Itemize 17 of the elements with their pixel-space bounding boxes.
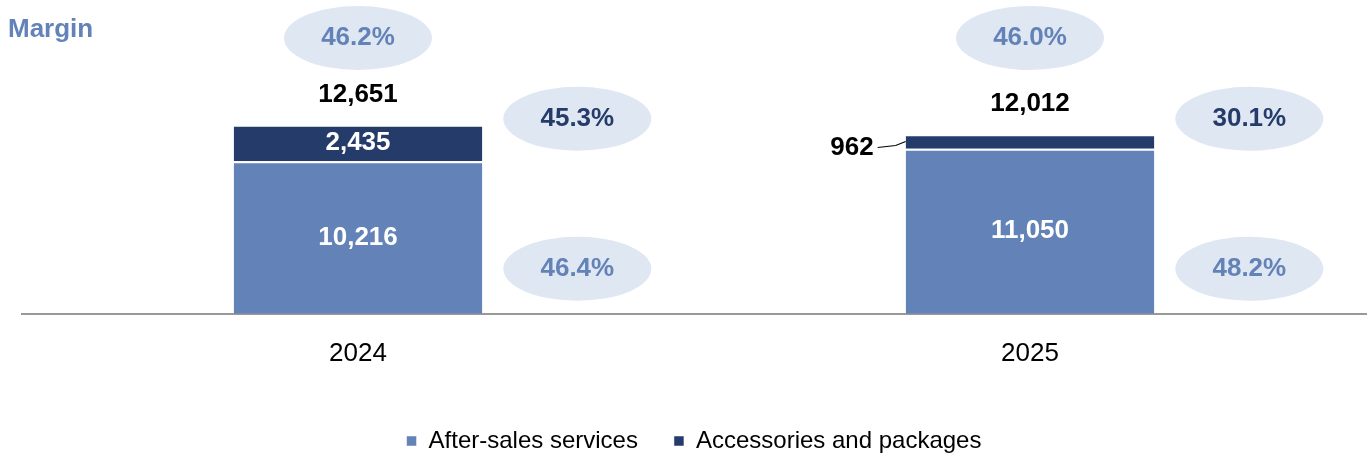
text: 46.2% [321,21,395,52]
chart-title: Margin [8,13,94,44]
legend-label: After-sales services [428,425,638,453]
data-label: 10,216 [318,220,398,251]
total-label: 12,651 [318,77,398,108]
text: 46.0% [993,21,1067,52]
annotation: 46.4% [540,251,615,282]
data-label: 962 [830,130,874,161]
legend-label: Accessories and packages [695,425,982,453]
annotation: 48.2% [1212,251,1287,282]
x-tick-label: 2025 [1001,336,1059,367]
total-label: 12,012 [990,87,1070,118]
data-label: 2,435 [325,126,391,157]
x-tick-label: 2024 [329,336,387,367]
annotation: 30.1% [1212,101,1287,132]
data-label: 11,050 [990,214,1070,245]
annotation: 45.3% [540,101,615,132]
